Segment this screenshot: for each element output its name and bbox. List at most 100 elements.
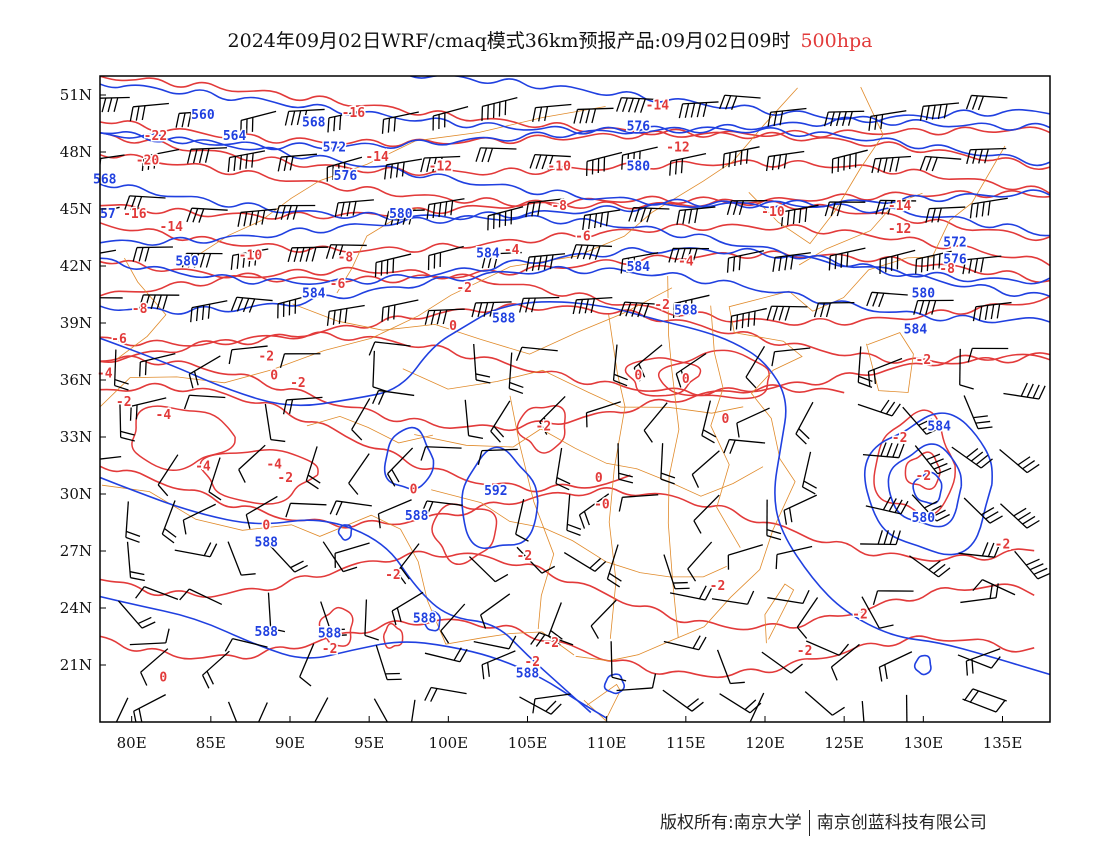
temperature-label: -2 [277,471,293,486]
wind-barb [384,158,422,180]
wind-barb [919,102,960,121]
geopotential-isoline [100,83,1050,135]
wind-barb [373,698,389,722]
temperature-isotherm [904,451,941,490]
temperature-label: -4 [678,254,694,269]
geopotential-label: 584 [627,260,651,275]
geopotential-label: 57 [100,207,116,222]
geopotential-isoline [100,183,1050,237]
wind-barb [529,153,571,170]
wind-barb [966,147,1007,165]
wind-barb [473,343,491,384]
wind-barb [364,599,379,641]
wind-barb [227,701,238,722]
wind-barb [132,246,173,262]
wind-barb [766,305,808,321]
wind-barb [508,352,524,395]
wind-barb [125,501,141,543]
temperature-isotherm [873,409,956,517]
lon-tick-label: 100E [429,734,469,752]
wind-barb [274,204,316,220]
wind-barb [857,346,873,388]
wind-barb [547,602,563,646]
wind-barb [487,206,524,231]
wind-barb [962,255,1002,275]
wind-barb [772,252,811,272]
wind-barb [606,544,622,588]
wind-barb [678,101,719,119]
lon-tick-label: 110E [587,734,627,752]
wind-barb [628,206,670,223]
wind-barb [124,195,166,211]
wind-barb [322,541,358,573]
wind-barb [813,301,855,318]
wind-barb [314,697,329,722]
wind-barb [420,446,462,461]
wind-barb [643,402,668,443]
map-frame [99,75,1051,723]
lon-tick-label: 135E [983,734,1023,752]
lat-tick-label: 42N [60,257,92,275]
temperature-label: -6 [111,332,127,347]
geopotential-label: 576 [334,169,358,184]
geopotential-contours [100,76,1050,719]
wind-barb [972,301,1012,322]
geopotential-label: 588 [492,311,516,326]
temperature-labels: -22-20-16-14-16-14-12-10 -8-6-8-6-4-2-2-2… [95,97,1011,687]
temperature-isotherm [131,405,236,472]
wind-barb [563,551,607,572]
wind-barb [396,543,420,585]
wind-barb [410,699,416,722]
temperature-label: 0 [262,518,270,533]
wind-barb [860,530,901,546]
temperature-label: 0 [595,471,603,486]
wind-barb [179,588,223,606]
lat-tick-label: 27N [60,542,92,560]
wind-barb [960,583,999,604]
wind-barb [999,448,1040,474]
wind-barb [477,448,518,465]
temperature-label: 0 [270,368,278,383]
wind-barb [100,249,117,254]
wind-barb [761,651,803,674]
temperature-isotherm [100,266,1050,326]
temperature-isotherm [382,622,404,649]
wind-barb [824,201,866,217]
border-line [414,428,764,497]
wind-barb [351,398,371,441]
temperature-isotherm [100,76,1050,138]
copyright-footer: 版权所有:南京大学 南京创蓝科技有限公司 [660,808,987,836]
wind-barb [126,541,145,582]
lon-tick-label: 85E [196,734,226,752]
temperature-isotherm [100,132,1050,195]
wind-barb [238,444,266,483]
wind-barb [208,457,222,501]
wind-barb [875,199,917,215]
border-line [764,583,795,644]
wind-barb [879,249,916,274]
wind-barb [133,694,166,722]
wind-barb [374,253,412,278]
wind-barb [828,247,866,271]
wind-barb [240,110,277,135]
wind-barb [745,345,766,389]
lon-tick-label: 125E [824,734,864,752]
lat-tick-label: 39N [60,314,92,332]
temperature-label: -2 [290,376,306,391]
wind-barb [555,447,571,491]
geopotential-isoline [603,673,626,695]
wind-barb [672,294,710,318]
temperature-label: -4 [195,460,211,475]
wind-barb [619,301,661,318]
geopotential-labels: 560 564 568 572 576 568 57 580 580 584 584 584 576 58… [92,107,969,684]
wind-barb [909,555,951,578]
wind-barb [391,591,424,626]
wind-barb [805,640,850,656]
geopotential-isoline [100,476,592,714]
geopotential-isoline [461,446,539,550]
wind-barb [481,650,516,680]
lon-tick-label: 105E [508,734,548,752]
wind-barb [440,603,466,644]
wind-barb [902,406,940,435]
wind-barb [519,696,562,715]
